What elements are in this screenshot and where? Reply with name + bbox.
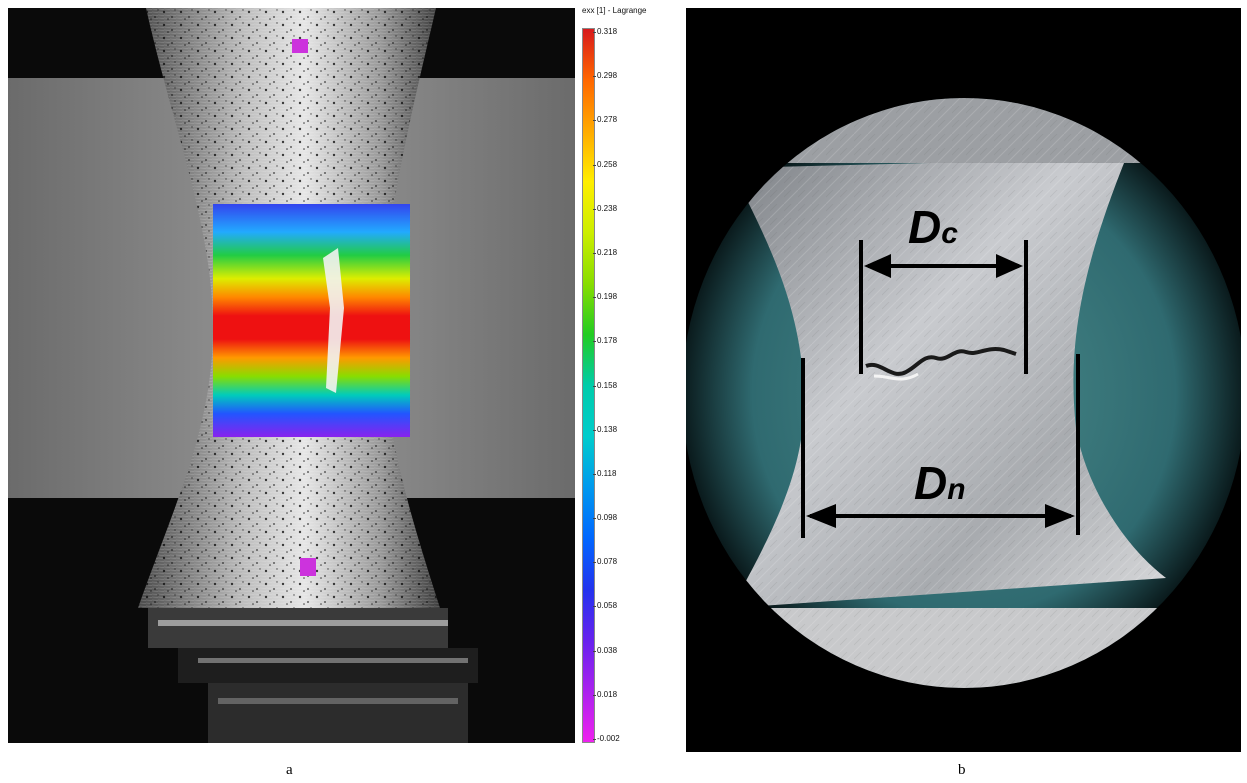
colorbar-tick-label: 0.278 xyxy=(592,115,618,125)
colorbar-tick-label: 0.198 xyxy=(592,292,618,302)
caption-b: b xyxy=(958,762,966,778)
colorbar-tick-label: 0.098 xyxy=(592,513,618,523)
colorbar-tick-label: 0.218 xyxy=(592,247,618,257)
colorbar-tick-label: 0.138 xyxy=(592,424,618,434)
colorbar-tick-label: -0.002 xyxy=(593,734,620,743)
label-dn: Dn xyxy=(914,457,966,509)
label-dc: Dc xyxy=(908,201,958,253)
colorbar-tick-label: 0.078 xyxy=(592,557,618,567)
colorbar-title: exx [1] - Lagrange xyxy=(582,6,647,15)
colorbar-tick-label: 0.158 xyxy=(592,380,618,390)
colorbar-tick-label: 0.018 xyxy=(592,689,618,699)
dic-strain-image xyxy=(8,8,575,743)
marker-top xyxy=(292,39,308,53)
crack xyxy=(865,347,1017,376)
colorbar-tick-label: 0.038 xyxy=(592,645,618,655)
caption-a: a xyxy=(286,762,293,778)
specimen-figure xyxy=(138,8,478,743)
marker-bottom xyxy=(300,558,316,576)
colorbar-tick-label: 0.238 xyxy=(592,203,618,213)
colorbar-tick-label: 0.178 xyxy=(592,336,618,346)
colorbar-tick-label: 0.258 xyxy=(592,159,618,169)
colorbar-tick-label: 0.298 xyxy=(592,71,618,81)
strain-contour-overlay xyxy=(213,204,410,437)
colorbar-tick-label: 0.058 xyxy=(592,601,618,611)
colorbar-tick-label: 0.118 xyxy=(592,468,617,478)
colorbar-tick-label: 0.318 xyxy=(592,27,618,36)
fracture-micrograph: Dc Dn xyxy=(686,8,1241,752)
micrograph-figure xyxy=(686,98,1241,688)
